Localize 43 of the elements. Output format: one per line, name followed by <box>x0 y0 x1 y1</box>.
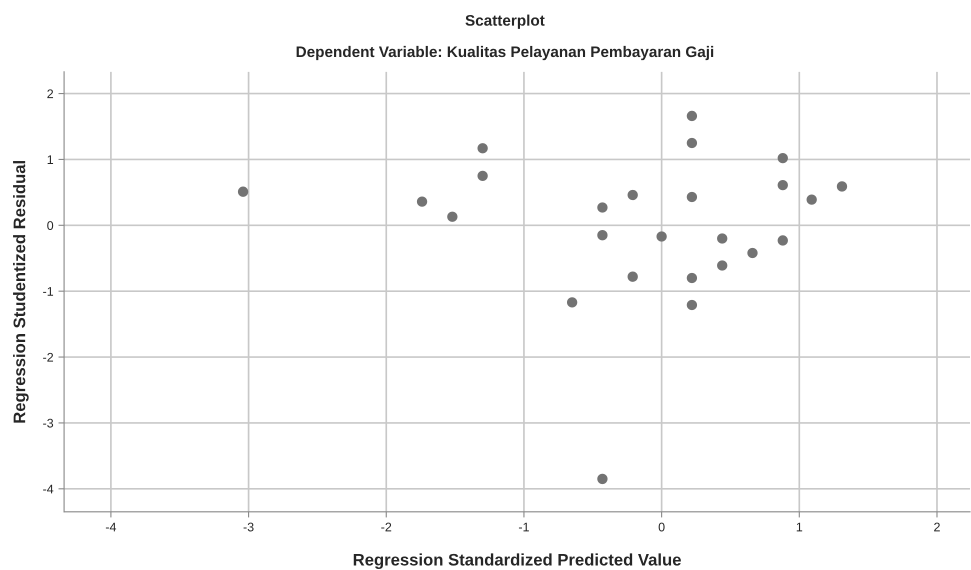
y-tick-label: 1 <box>48 155 54 164</box>
y-tick-label: -3 <box>43 418 54 428</box>
x-tick-label: -4 <box>106 522 116 532</box>
point <box>447 212 458 222</box>
x-tick-label: -1 <box>518 522 529 532</box>
point <box>628 190 638 200</box>
x-tick-label: 1 <box>796 522 802 532</box>
point <box>477 143 488 154</box>
point <box>717 233 728 244</box>
point <box>416 196 428 207</box>
point <box>778 152 788 164</box>
point <box>566 297 578 308</box>
x-tick-label: 0 <box>658 522 665 532</box>
point <box>597 474 608 484</box>
y-tick-label: 0 <box>47 221 54 230</box>
point <box>717 260 728 271</box>
y-tick-label: -1 <box>43 287 54 296</box>
y-axis-title: Regression Studentized Residual <box>13 161 29 423</box>
point <box>686 300 698 310</box>
x-tick-label: 2 <box>934 522 940 532</box>
y-tick-label: -4 <box>43 484 54 494</box>
point <box>747 248 758 258</box>
y-tick-label: -2 <box>43 352 54 362</box>
x-axis-title: Regression Standardized Predicted Value <box>354 553 681 569</box>
y-tick-label: 2 <box>47 89 54 98</box>
point <box>597 202 608 213</box>
x-tick-label: -3 <box>244 522 254 532</box>
point <box>686 110 698 122</box>
point <box>597 230 608 240</box>
point <box>778 180 788 190</box>
point <box>477 170 488 182</box>
chart-subtitle: Dependent Variable: Kualitas Pelayanan Pembayaran Gaji <box>296 46 714 60</box>
chart-title: Scatterplot <box>465 14 545 29</box>
point <box>238 186 248 197</box>
point <box>686 272 698 284</box>
point <box>686 192 698 202</box>
x-tick-label: -2 <box>381 522 392 532</box>
point <box>686 138 698 148</box>
point <box>656 231 667 242</box>
point <box>806 194 817 205</box>
point <box>628 272 638 282</box>
point <box>778 235 788 246</box>
point <box>836 181 848 192</box>
